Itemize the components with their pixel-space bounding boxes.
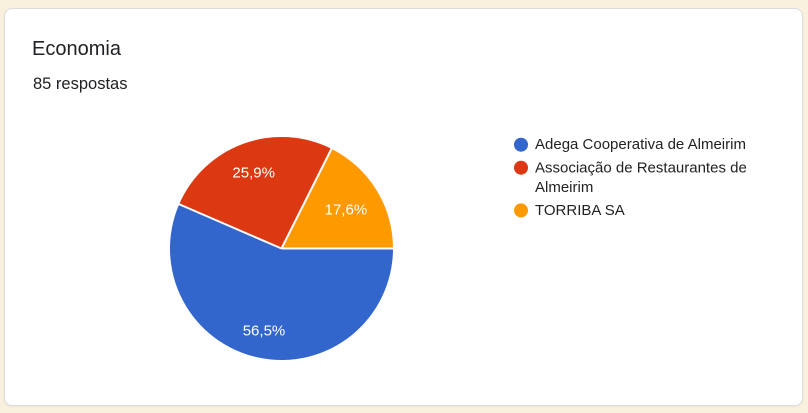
svg-text:Almeirim: Almeirim [535,179,593,196]
svg-text:25,9%: 25,9% [232,164,275,181]
svg-text:Associação de Restaurantes de: Associação de Restaurantes de [535,159,747,176]
svg-text:TORRIBA SA: TORRIBA SA [535,202,625,219]
svg-text:85 respostas: 85 respostas [33,75,127,93]
svg-text:Adega Cooperativa de Almeirim: Adega Cooperativa de Almeirim [535,136,746,153]
svg-text:17,6%: 17,6% [325,202,368,219]
svg-text:Economia: Economia [32,38,122,60]
svg-text:56,5%: 56,5% [243,322,286,339]
